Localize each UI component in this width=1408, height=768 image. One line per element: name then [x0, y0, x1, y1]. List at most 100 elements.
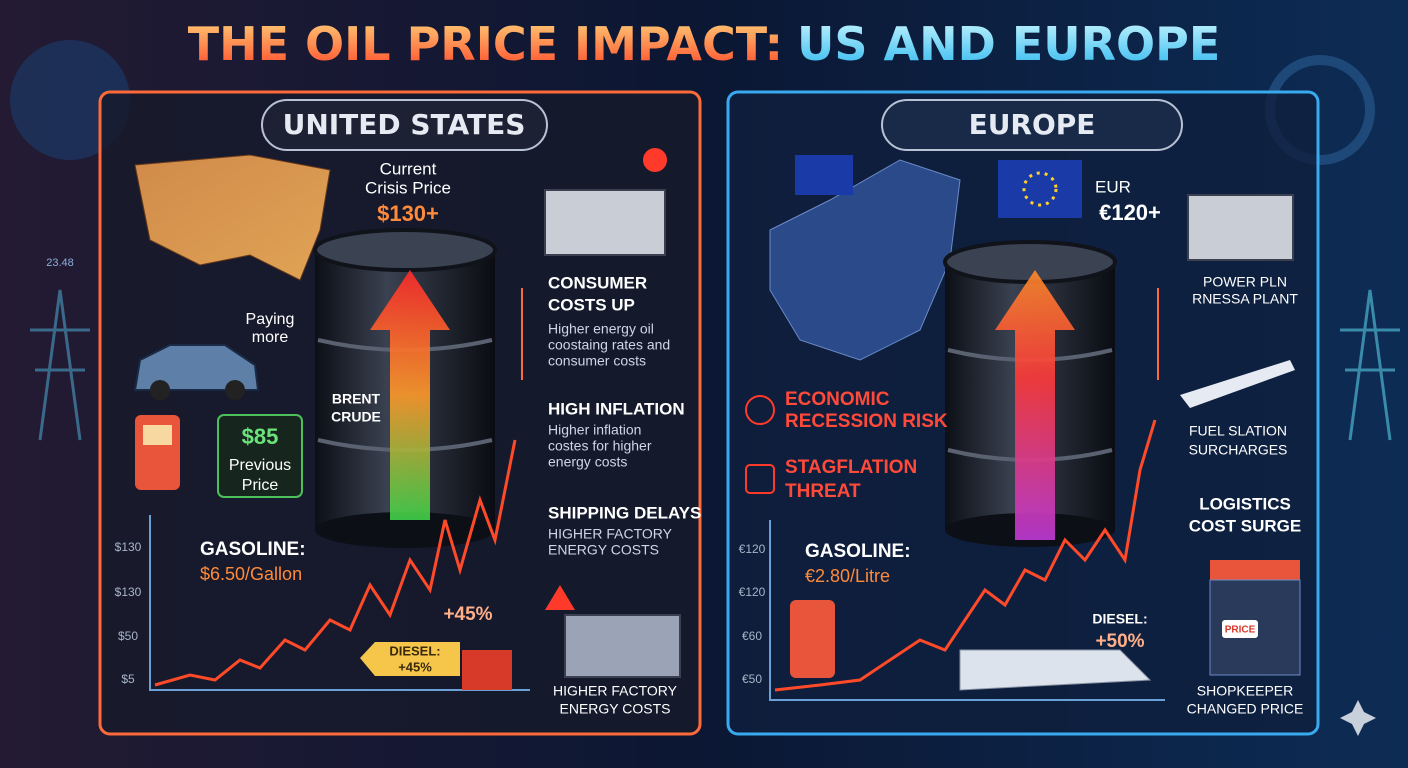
price-value: €120+ — [1099, 200, 1161, 225]
flag-stars — [1022, 171, 1058, 207]
axis-label: €60 — [742, 629, 762, 643]
axis-label: $50 — [118, 629, 138, 643]
europe-map — [769, 159, 961, 361]
page-title: THE OIL PRICE IMPACT: US AND EUROPE — [188, 17, 1221, 71]
title-part: US AND EUROPE — [797, 17, 1220, 71]
risk-title: THREAT — [785, 481, 861, 502]
risk-icon — [745, 395, 775, 425]
price-line — [154, 439, 517, 687]
eu-flag — [998, 160, 1082, 218]
factory-icon — [564, 614, 681, 678]
risk-title: RECESSION RISK — [785, 411, 948, 432]
factory-caption: ENERGY COSTS — [560, 701, 671, 717]
gas-pump — [790, 600, 835, 678]
shop-caption: SHOPKEEPER — [1197, 683, 1293, 699]
impact-title: SURCHARGES — [1189, 442, 1288, 458]
axis-label: €50 — [742, 672, 762, 686]
risk-title: ECONOMIC — [785, 389, 890, 410]
previous-label: Previous — [229, 457, 291, 474]
dollar-icon — [643, 148, 667, 172]
pylon — [1340, 289, 1400, 441]
heading: UNITED STATES — [283, 108, 526, 141]
shop-awning — [1210, 560, 1300, 580]
impact-title: LOGISTICS — [1199, 494, 1291, 513]
impact-text: consumer costs — [548, 353, 646, 369]
impact-text: costes for higher — [548, 438, 652, 454]
diesel-label: DIESEL: — [389, 643, 440, 658]
heading-pill — [261, 99, 548, 151]
gasoline-label: GASOLINE: — [200, 539, 306, 560]
heading-pill — [881, 99, 1183, 151]
change: +45% — [443, 604, 492, 625]
diesel-value: +50% — [1095, 631, 1144, 652]
previous-label: Price — [242, 477, 279, 494]
impact-text: Higher energy oil — [548, 321, 654, 337]
title-part: THE OIL PRICE IMPACT: — [188, 17, 783, 71]
price-tag — [1222, 620, 1258, 638]
previous-price-box — [217, 414, 303, 498]
factory-icon — [544, 189, 666, 256]
crisis-label: Current — [380, 159, 437, 178]
axis-label: €120 — [739, 542, 766, 556]
gasoline-label: GASOLINE: — [805, 541, 911, 562]
impact-text: Higher inflation — [548, 422, 641, 438]
price-line — [774, 419, 1157, 692]
arrow-up — [370, 270, 450, 520]
axis-label: $5 — [121, 672, 135, 686]
impact-text: coostaing rates and — [548, 337, 670, 353]
axis-label: $130 — [115, 540, 142, 554]
impact-title: CONSUMER — [548, 273, 647, 292]
plane-icon — [1180, 360, 1295, 408]
price-label: EUR — [1095, 177, 1131, 196]
diesel-label: DIESEL: — [1092, 611, 1147, 627]
car-label: more — [252, 329, 289, 346]
impact-title: COSTS UP — [548, 295, 635, 314]
car-label: Paying — [246, 311, 295, 328]
car — [133, 344, 260, 391]
chart-axes — [769, 520, 1165, 701]
wheel — [150, 380, 170, 400]
previous-price: $85 — [242, 424, 279, 449]
heading: EUROPE — [969, 108, 1096, 141]
risk-icon — [745, 464, 775, 494]
train — [959, 649, 1152, 691]
price-tag-label: PRICE — [1225, 625, 1256, 636]
impact-title: FUEL SLATION — [1189, 423, 1287, 439]
impact-title: POWER PLN — [1203, 274, 1287, 290]
crisis-price: $130+ — [377, 201, 439, 226]
impact-title: HIGH INFLATION — [548, 399, 685, 418]
eu-flag — [795, 155, 853, 195]
pylon — [30, 289, 90, 441]
impact-text: ENERGY COSTS — [548, 542, 659, 558]
diesel-value: +45% — [398, 659, 432, 674]
diesel-tag — [360, 642, 460, 676]
shop-caption: CHANGED PRICE — [1187, 701, 1304, 717]
power-plant-icon — [1187, 194, 1294, 261]
us-map — [134, 154, 331, 281]
gasoline-price: €2.80/Litre — [805, 566, 890, 586]
barrel-label: CRUDE — [331, 409, 381, 425]
sparkle — [1340, 700, 1376, 736]
impact-title: SHIPPING DELAYS — [548, 503, 701, 522]
risk-title: STAGFLATION — [785, 457, 917, 478]
impact-title: RNESSA PLANT — [1192, 291, 1298, 307]
truck — [462, 650, 512, 690]
arrow-up — [995, 270, 1075, 540]
axis-label: €120 — [739, 585, 766, 599]
impact-text: HIGHER FACTORY — [548, 526, 673, 542]
barrel-label: BRENT — [332, 391, 381, 407]
impact-text: energy costs — [548, 454, 627, 470]
warning-icon — [545, 585, 575, 610]
pump-screen — [143, 425, 172, 445]
barrel-top — [943, 240, 1117, 284]
barrel-top — [313, 228, 497, 272]
factory-caption: HIGHER FACTORY — [553, 683, 678, 699]
crisis-label: Crisis Price — [365, 178, 451, 197]
decor-label: 23.48 — [46, 257, 74, 269]
impact-title: COST SURGE — [1189, 516, 1301, 535]
axis-label: $130 — [115, 585, 142, 599]
gasoline-price: $6.50/Gallon — [200, 564, 302, 584]
wheel — [225, 380, 245, 400]
